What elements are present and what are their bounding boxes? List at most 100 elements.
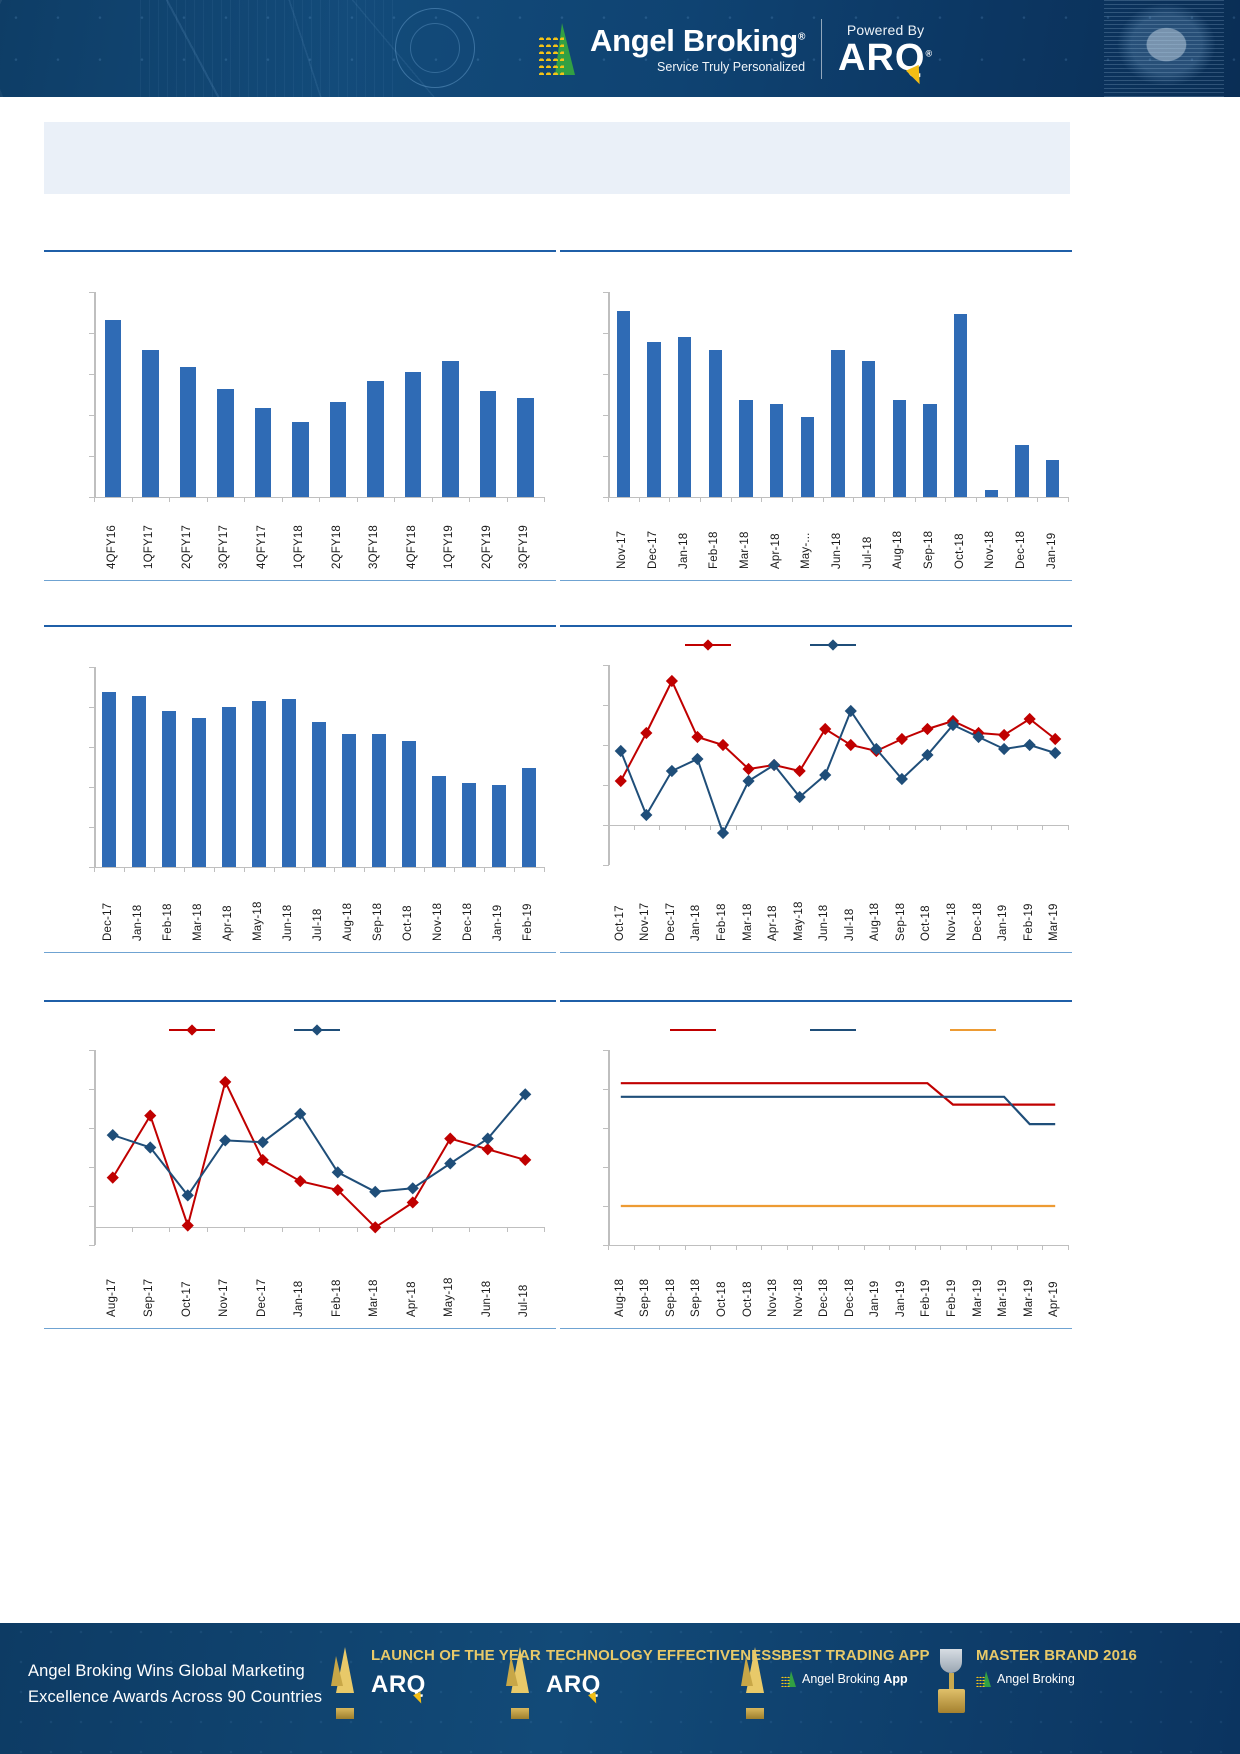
x-axis-tick: [364, 867, 365, 872]
arq-name: ARQ: [838, 36, 926, 79]
header-circle-graphic: [395, 8, 475, 88]
x-axis-tick: [965, 1245, 967, 1250]
chart-plot-area-2: Nov-17 Dec-17 Jan-18 Feb-18 Mar-18 Apr-18 May-…: [560, 252, 1072, 574]
footer-tagline-line-2: Excellence Awards Across 90 Countries: [28, 1687, 323, 1706]
mini-yellow-dots: [976, 1675, 985, 1687]
x-axis-tick: [608, 497, 609, 502]
data-point-series-blue-9: [444, 1157, 457, 1170]
chart-plot-area-3: Dec-17 Jan-18 Feb-18 Mar-18 Apr-18 May-18 Jun-…: [44, 627, 556, 946]
x-axis-label-5: Jan-18: [293, 1280, 306, 1317]
y-axis-tick: [603, 292, 609, 293]
x-axis-tick: [94, 867, 95, 872]
x-axis-label-1: 1QFY17: [143, 524, 156, 569]
legend-item-series-blue: [810, 639, 856, 651]
bar-Jan-18: [132, 695, 146, 867]
x-axis-label-4: 4QFY17: [255, 524, 268, 569]
x-axis-tick: [812, 825, 814, 830]
bar-Nov-17: [616, 310, 631, 497]
bar-3QFY17: [217, 388, 234, 497]
x-axis-label-3: Sep-18: [690, 1278, 703, 1317]
angel-broking-pyramid-logo-icon: [536, 23, 584, 75]
x-axis-label-4: Apr-18: [222, 905, 234, 941]
x-axis-tick: [792, 497, 793, 502]
x-axis-tick: [334, 867, 335, 872]
bar-Aug-18: [892, 400, 907, 497]
x-axis-label-5: Mar-18: [741, 903, 754, 941]
bar-Apr-18: [222, 707, 236, 867]
x-axis-label-11: Sep-18: [894, 902, 907, 941]
x-axis-label-7: May-18: [792, 901, 805, 941]
bar-May-18: [252, 701, 266, 867]
bar-Aug-18: [342, 733, 356, 867]
bar-Dec-18: [462, 783, 476, 867]
bar-3QFY19: [517, 398, 534, 497]
data-point-series-red-8: [819, 722, 832, 736]
chart-top-rule: [560, 250, 1072, 252]
bar-Jan-18: [677, 336, 692, 497]
x-axis-tick: [710, 825, 712, 830]
x-axis-label-6: May-...: [800, 532, 813, 569]
y-axis-tick: [603, 1206, 609, 1207]
chart-plot-area-1: 4QFY16 1QFY17 2QFY17 3QFY17 4QFY17 1QFY18 2QFY…: [44, 252, 556, 574]
y-axis-tick: [89, 1089, 95, 1090]
award-subtitle: Angel Broking: [976, 1671, 1137, 1687]
chart-bottom-rule: [560, 580, 1072, 581]
x-axis-tick: [1042, 1245, 1044, 1250]
x-axis-tick: [940, 1245, 942, 1250]
trophy-wing-small: [331, 1656, 343, 1686]
y-axis-tick: [89, 374, 95, 375]
bar-Jul-18: [861, 360, 876, 497]
bar-4QFY18: [404, 372, 421, 497]
mini-green-triangle: [983, 1671, 991, 1687]
x-axis-tick: [214, 867, 215, 872]
bar-Oct-18: [953, 314, 968, 497]
x-axis-tick: [889, 1245, 891, 1250]
legend-marker-series-red: [186, 1024, 198, 1036]
x-axis-tick: [244, 867, 245, 872]
x-axis-label-2: Jan-18: [677, 532, 690, 569]
x-axis-label-1: Nov-17: [639, 902, 652, 941]
x-axis-label-0: Oct-17: [613, 905, 626, 941]
data-point-series-red-10: [481, 1143, 494, 1156]
x-axis-tick: [761, 497, 763, 502]
x-axis-label-0: 4QFY16: [105, 524, 118, 569]
x-axis-tick: [506, 1227, 508, 1233]
x-axis-label-1: Jan-18: [132, 904, 144, 941]
x-axis-label-7: Mar-18: [368, 1279, 381, 1317]
legend-item-series-red: [169, 1024, 215, 1036]
x-axis-tick: [700, 497, 701, 502]
x-axis-tick: [1068, 1245, 1069, 1250]
data-point-series-blue-2: [181, 1189, 194, 1202]
brand-tagline: Service Truly Personalized: [657, 59, 806, 74]
bar-4QFY16: [104, 319, 121, 497]
x-axis-label-1: Sep-17: [143, 1278, 156, 1317]
line-series-group: [614, 674, 1062, 840]
x-axis-label-3: Feb-18: [708, 531, 721, 569]
x-axis-label-3: 3QFY17: [218, 524, 231, 569]
x-axis-tick: [544, 1227, 545, 1233]
bar-4QFY17: [254, 407, 271, 497]
x-axis-tick: [94, 497, 95, 502]
data-point-series-red-9: [844, 738, 857, 752]
x-axis-tick: [914, 1245, 916, 1250]
line-series-group: [106, 1075, 532, 1234]
bar-2QFY17: [179, 366, 196, 497]
y-axis-tick: [89, 497, 95, 498]
registered-mark: ®: [797, 31, 806, 43]
x-axis-tick: [659, 1245, 661, 1250]
x-axis-tick: [356, 1227, 358, 1233]
x-axis-label-11: Jul-18: [518, 1284, 531, 1317]
x-axis-tick: [659, 825, 661, 830]
x-axis-tick: [884, 497, 885, 502]
x-axis-tick: [244, 497, 245, 502]
x-axis-label-5: 1QFY18: [293, 524, 306, 569]
footer-banner: Angel Broking Wins Global Marketing Exce…: [0, 1623, 1240, 1754]
x-axis-tick: [1037, 497, 1039, 502]
x-axis: [94, 867, 544, 868]
data-point-series-red-9: [444, 1132, 457, 1145]
legend-item-series-red: [685, 639, 731, 651]
x-axis-label-7: Jul-18: [312, 908, 324, 941]
top-info-panel: [44, 122, 1070, 194]
chart-top-rule: [560, 1000, 1072, 1002]
x-axis-label-1: Sep-18: [639, 1278, 652, 1317]
